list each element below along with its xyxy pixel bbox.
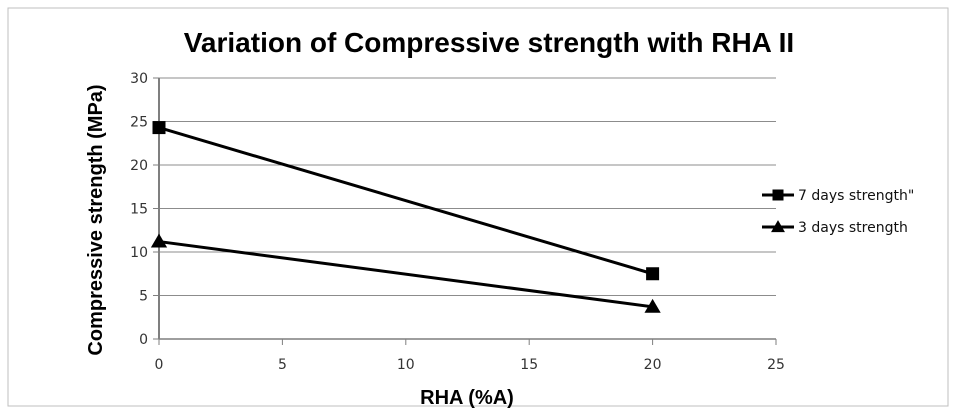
y-tick-label: 15 [130, 202, 148, 218]
series-line [158, 240, 653, 309]
y-tick-label: 20 [130, 158, 148, 174]
x-tick-label: 15 [520, 357, 538, 373]
legend-marker [771, 220, 785, 233]
series-layer [150, 121, 661, 313]
legend-item-2: 3 days strength [762, 220, 908, 236]
legend: 7 days strength" 3 days strength [762, 188, 914, 236]
grid-lines [159, 77, 776, 296]
chart-title: Variation of Compressive strength with R… [184, 27, 794, 58]
axes: 0 5 10 15 20 25 30 0 5 10 15 20 25 [130, 71, 785, 373]
data-point [152, 121, 166, 135]
data-point [150, 233, 168, 248]
y-tick-label: 5 [139, 289, 148, 305]
data-point [646, 267, 660, 281]
x-axis-title: RHA (%A) [420, 387, 514, 409]
y-axis-title: Compressive strength (MPa) [85, 84, 107, 355]
legend-label: 3 days strength [798, 220, 908, 236]
series-1 [152, 121, 660, 281]
y-tick-label: 25 [130, 115, 148, 131]
series-2 [150, 233, 661, 313]
x-tick-label: 25 [767, 357, 785, 373]
y-tick-label: 30 [130, 71, 148, 87]
chart-frame [7, 7, 949, 407]
x-tick-label: 5 [278, 357, 287, 373]
legend-marker [772, 189, 784, 201]
x-tick-label: 20 [644, 357, 662, 373]
x-tick-label: 0 [155, 357, 164, 373]
series-line [158, 126, 654, 276]
y-tick-label: 0 [139, 332, 148, 348]
data-point [644, 298, 661, 313]
x-tick-label: 10 [397, 357, 415, 373]
legend-item-1: 7 days strength" [762, 188, 914, 204]
y-tick-label: 10 [130, 245, 148, 261]
legend-label: 7 days strength" [798, 188, 914, 204]
